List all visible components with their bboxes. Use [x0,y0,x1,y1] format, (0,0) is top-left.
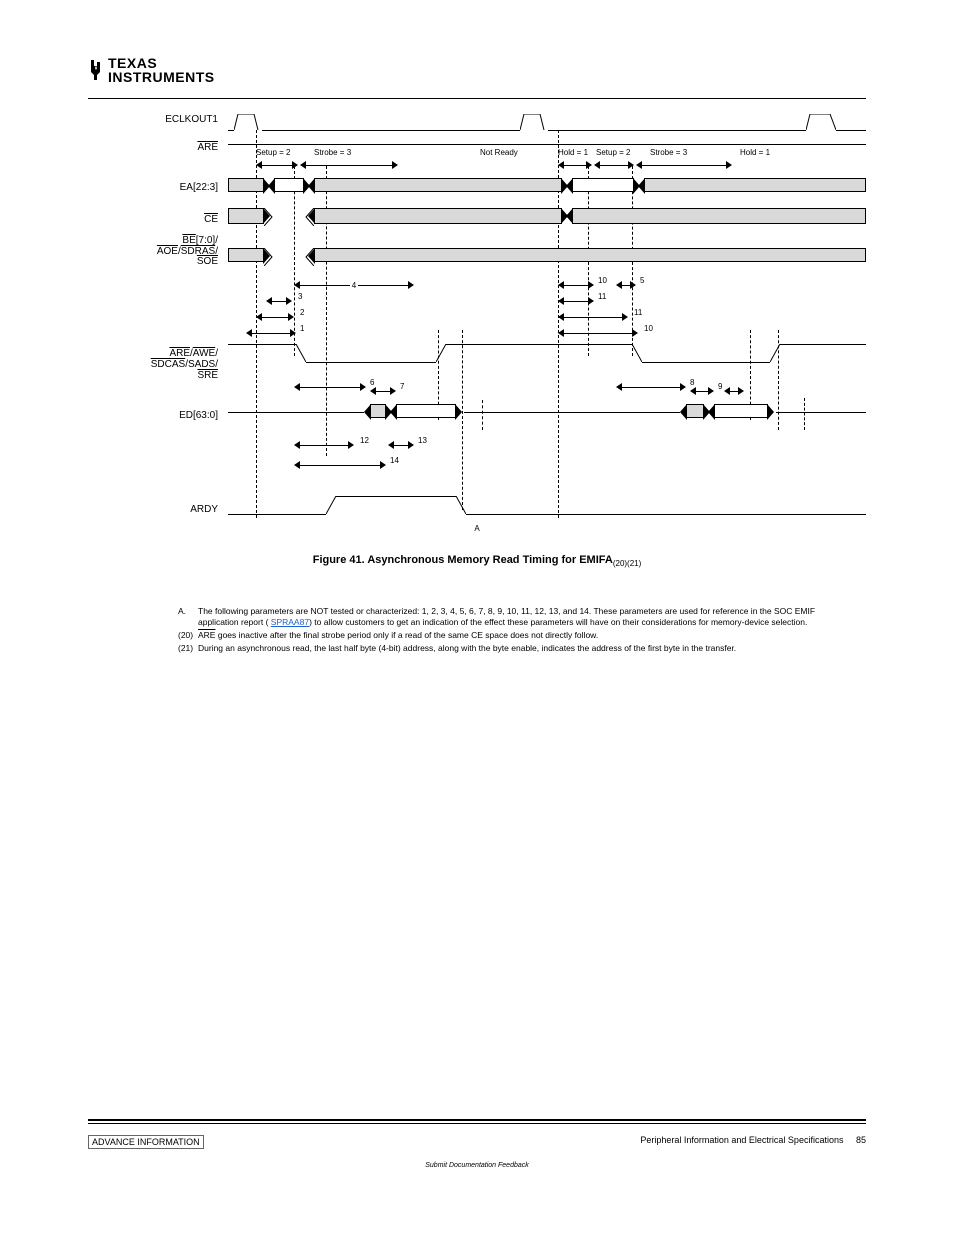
ann-setup2b: Setup = 2 [596,148,630,157]
fn-a-link[interactable]: SPRAA87 [271,617,309,627]
figure-caption: Figure 41. Asynchronous Memory Read Timi… [88,554,866,568]
figure-caption-text: Figure 41. Asynchronous Memory Read Timi… [313,554,613,566]
brand-instruments: INSTRUMENTS [108,70,215,84]
label-are-awe: ARE/AWE/SDCAS/SADS/SRE [151,348,218,381]
caption-sup: A [474,524,479,533]
brand-texas: TEXAS [108,56,215,70]
ann-notready: Not Ready [480,148,518,157]
fn-a-text2: ) to allow customers to get an indicatio… [309,617,807,627]
dim-9lbl: 9 [718,382,722,391]
footer-right: Peripheral Information and Electrical Sp… [640,1135,866,1145]
label-ardy: ARDY [190,504,218,515]
dim-12lbl: 12 [360,436,369,445]
ann-strobe3: Strobe = 3 [314,148,351,157]
brand-logo: TEXAS INSTRUMENTS [88,56,215,84]
fn-20-text: goes inactive after the final strobe per… [215,630,598,640]
fn-20-ov: ARE [198,630,215,640]
dim-2lbl: 2 [300,308,304,317]
dim-1lbl: 1 [300,324,304,333]
fn-21-marker: (21) [178,643,198,654]
dim-11albl: 11 [634,308,642,317]
timing-diagram: ECLKOUT1 ARE Setup = 2 S [88,108,866,546]
footer-page: 85 [856,1135,866,1145]
footer-rule-2 [88,1123,866,1124]
footer-rule-1 [88,1119,866,1121]
dim-10albl: 10 [644,324,653,333]
dim-3lbl: 3 [298,292,302,301]
header-rule [88,98,866,99]
footer-left: ADVANCE INFORMATION [88,1135,204,1149]
dim-14lbl: 14 [390,456,399,465]
fn-20-marker: (20) [178,630,198,641]
footnotes: A. The following parameters are NOT test… [178,606,846,656]
footer-note[interactable]: Submit Documentation Feedback [88,1162,866,1169]
ann-strobe3b: Strobe = 3 [650,148,687,157]
label-eclkout1: ECLKOUT1 [165,114,218,125]
dim-10lbl: 10 [598,276,607,285]
dim-4: 4 [350,281,358,290]
dim-11lbl: 11 [598,292,606,301]
fn-20-body: ARE goes inactive after the final strobe… [198,630,598,641]
label-beaoe: BE[7:0]/AOE/SDRAS/SOE [157,236,218,268]
dim-7lbl: 7 [400,382,404,391]
dim-5lbl: 5 [640,276,644,285]
fn-21-body: During an asynchronous read, the last ha… [198,643,736,654]
label-ea: EA[22:3] [180,182,218,193]
fn-a-body: The following parameters are NOT tested … [198,606,846,628]
ann-hold1: Hold = 1 [558,148,588,157]
figure-caption-sub: (20)(21) [613,559,641,568]
dim-13lbl: 13 [418,436,427,445]
fn-a-marker: A. [178,606,198,628]
label-ce: CE [204,214,218,225]
label-are: ARE [197,142,218,153]
ann-hold1b: Hold = 1 [740,148,770,157]
footer-right-text: Peripheral Information and Electrical Sp… [640,1135,843,1145]
label-ed: ED[63:0] [179,410,218,421]
ann-setup2: Setup = 2 [256,148,290,157]
